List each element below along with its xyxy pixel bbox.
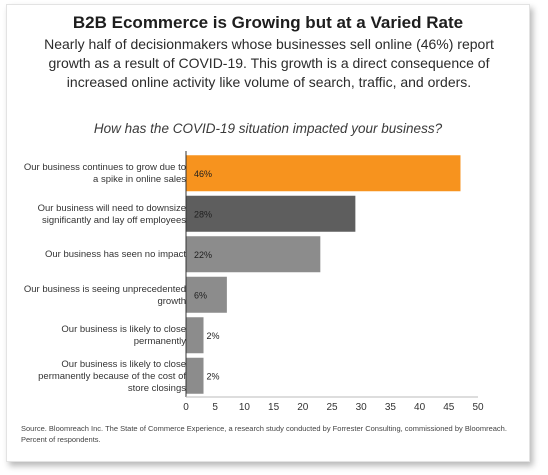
data-label: 2% <box>207 371 220 381</box>
data-label: 2% <box>207 331 220 341</box>
category-label: Our business will need to downsize signi… <box>37 202 186 226</box>
x-tick-label: 20 <box>297 402 309 413</box>
x-tick-label: 5 <box>212 402 218 413</box>
data-label: 22% <box>194 250 212 260</box>
x-tick-label: 40 <box>414 402 426 413</box>
chart-title: B2B Ecommerce is Growing but at a Varied… <box>72 13 464 32</box>
data-label: 46% <box>194 169 212 179</box>
chart-card: B2B Ecommerce is Growing but at a Varied… <box>6 4 530 462</box>
bar <box>186 357 204 394</box>
data-label: 6% <box>194 290 207 300</box>
category-label: Our business is likely to close permanen… <box>61 324 186 348</box>
survey-question: How has the COVID-19 situation impacted … <box>93 121 443 136</box>
bar <box>186 236 321 273</box>
x-tick-label: 25 <box>326 402 338 413</box>
bar <box>186 276 227 313</box>
bar <box>186 195 356 232</box>
x-tick-label: 30 <box>356 402 368 413</box>
x-tick-label: 35 <box>385 402 397 413</box>
category-label: Our business is seeing unprecedented gro… <box>23 283 186 307</box>
source-note: Source. Bloomreach Inc. The State of Com… <box>21 424 507 444</box>
bar <box>186 317 204 354</box>
category-label: Our business continues to grow due to a … <box>23 162 186 186</box>
x-tick-label: 45 <box>443 402 455 413</box>
chart-subtitle: Nearly half of decisionmakers whose busi… <box>44 36 494 90</box>
x-tick-label: 10 <box>239 402 251 413</box>
x-tick-label: 15 <box>268 402 280 413</box>
bar <box>186 155 461 192</box>
category-label: Our business has seen no impact <box>45 249 186 261</box>
category-label: Our business is likely to close permanen… <box>38 358 186 394</box>
x-tick-label: 0 <box>183 402 189 413</box>
x-tick-label: 50 <box>472 402 484 413</box>
data-label: 28% <box>194 209 212 219</box>
